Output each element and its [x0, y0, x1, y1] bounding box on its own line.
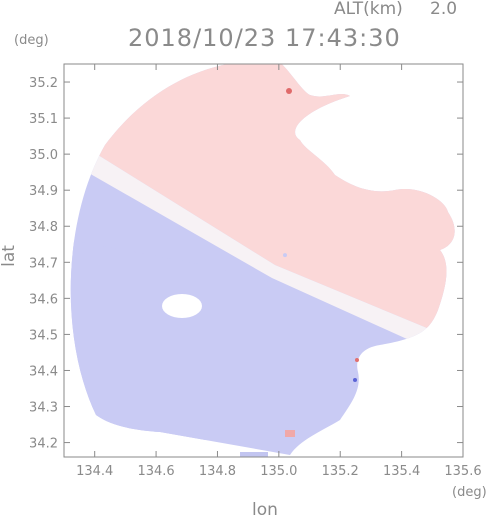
x-tick-label: 134.8 — [199, 464, 236, 479]
no-echo-gap — [162, 294, 202, 318]
x-unit-label: (deg) — [452, 485, 487, 500]
x-tick-label: 135.6 — [444, 464, 481, 479]
y-unit-label: (deg) — [14, 33, 49, 48]
y-tick-label: 34.9 — [29, 184, 58, 199]
y-tick-label: 35.2 — [29, 76, 58, 91]
y-tick-label: 34.3 — [29, 401, 58, 416]
altitude-value: 2.0 — [430, 0, 458, 19]
approaching-core-region — [70, 240, 300, 440]
y-tick-label: 34.2 — [29, 437, 58, 452]
x-tick-label: 135.0 — [260, 464, 297, 479]
x-tick-label: 135.4 — [383, 464, 420, 479]
y-tick-label: 34.7 — [29, 256, 58, 271]
y-tick-label: 35.0 — [29, 148, 58, 163]
radar-site-marker — [282, 253, 287, 258]
y-tick-label: 34.4 — [29, 364, 58, 379]
y-tick-label: 34.8 — [29, 220, 58, 235]
y-tick-label: 34.5 — [29, 328, 58, 343]
x-axis-ticks: 134.4 134.6 134.8 135.0 135.2 135.4 135.6 — [76, 64, 482, 479]
x-tick-label: 135.2 — [322, 464, 359, 479]
zero-velocity-band — [80, 150, 455, 372]
plot-frame — [63, 63, 464, 458]
echo-patch — [240, 452, 268, 457]
radar-coverage — [70, 64, 455, 455]
echo-point — [286, 88, 292, 94]
x-tick-label: 134.4 — [76, 464, 113, 479]
y-tick-label: 35.1 — [29, 112, 58, 127]
y-tick-label: 34.6 — [29, 292, 58, 307]
echo-point — [353, 378, 357, 382]
echo-patch — [285, 430, 295, 437]
altitude-label: ALT(km) — [334, 0, 403, 19]
timestamp-title: 2018/10/23 17:43:30 — [128, 24, 401, 52]
echo-point — [355, 358, 359, 362]
y-axis-ticks: 34.2 34.3 34.4 34.5 34.6 34.7 34.8 34.9 35.0 35.1… — [29, 76, 463, 452]
x-axis-label: lon — [252, 500, 278, 520]
x-tick-label: 134.6 — [137, 464, 174, 479]
